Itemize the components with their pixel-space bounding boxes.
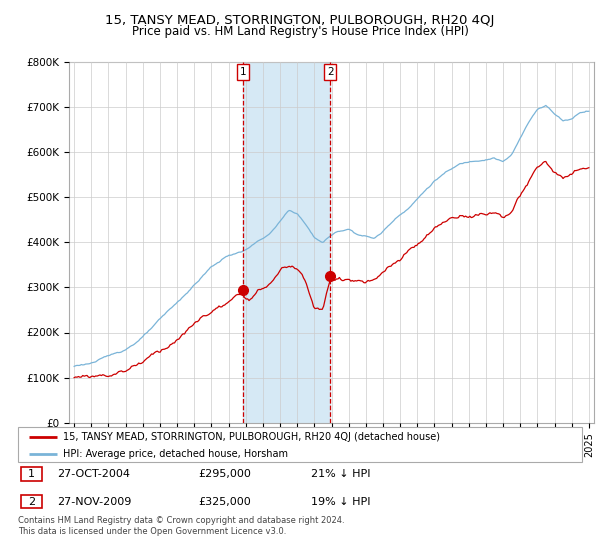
Text: 2: 2	[327, 67, 334, 77]
Text: 15, TANSY MEAD, STORRINGTON, PULBOROUGH, RH20 4QJ (detached house): 15, TANSY MEAD, STORRINGTON, PULBOROUGH,…	[63, 432, 440, 442]
Text: Contains HM Land Registry data © Crown copyright and database right 2024.
This d: Contains HM Land Registry data © Crown c…	[18, 516, 344, 536]
Text: Price paid vs. HM Land Registry's House Price Index (HPI): Price paid vs. HM Land Registry's House …	[131, 25, 469, 38]
Bar	[21, 494, 42, 508]
Text: 27-OCT-2004: 27-OCT-2004	[58, 469, 130, 479]
Bar	[21, 467, 42, 481]
Text: £325,000: £325,000	[199, 497, 251, 507]
Text: 15, TANSY MEAD, STORRINGTON, PULBOROUGH, RH20 4QJ: 15, TANSY MEAD, STORRINGTON, PULBOROUGH,…	[106, 14, 494, 27]
Text: 27-NOV-2009: 27-NOV-2009	[58, 497, 132, 507]
Text: £295,000: £295,000	[199, 469, 251, 479]
Bar	[242, 62, 330, 423]
Text: HPI: Average price, detached house, Horsham: HPI: Average price, detached house, Hors…	[63, 449, 288, 459]
Text: 21% ↓ HPI: 21% ↓ HPI	[311, 469, 371, 479]
Text: 2: 2	[28, 497, 35, 507]
Text: 1: 1	[28, 469, 35, 479]
Text: 19% ↓ HPI: 19% ↓ HPI	[311, 497, 371, 507]
Text: 1: 1	[239, 67, 246, 77]
